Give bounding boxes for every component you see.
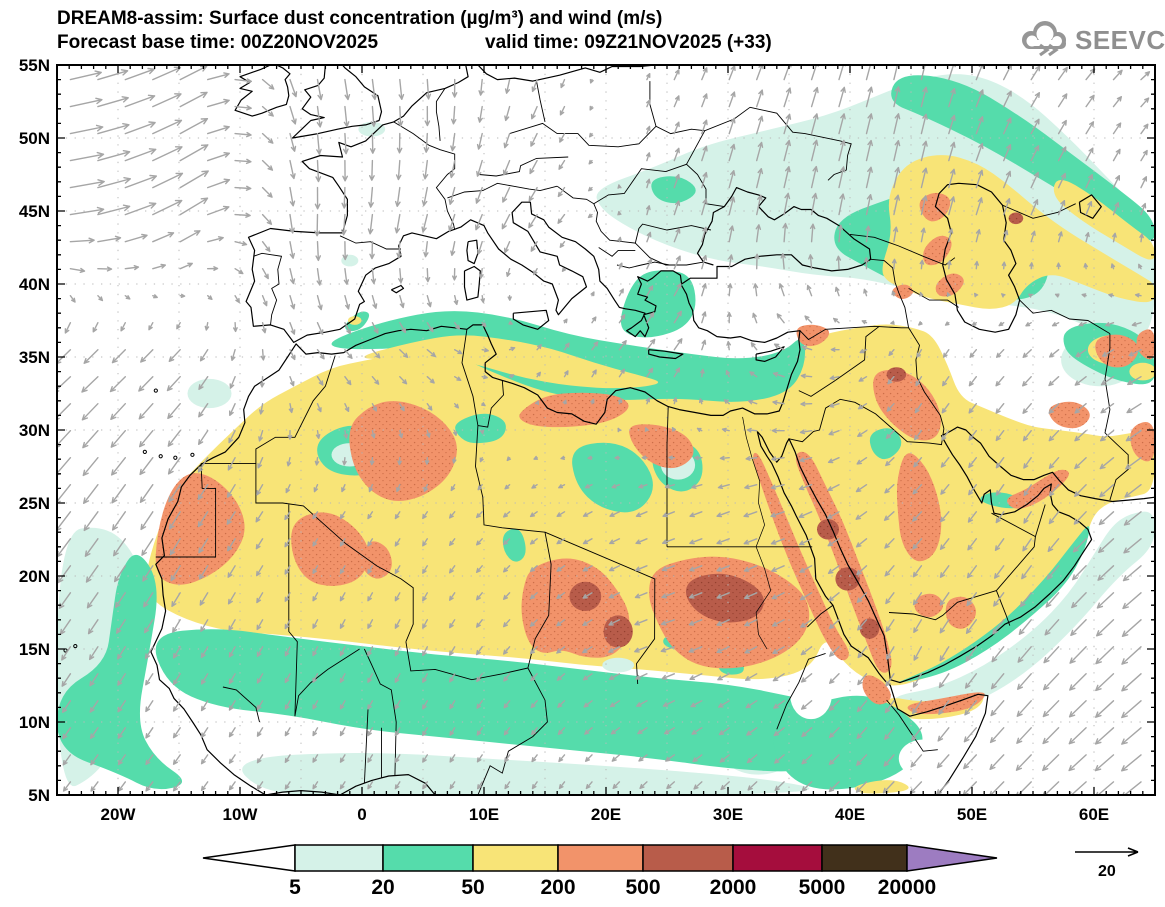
dust-region-200-500 [1007, 469, 1069, 509]
colorbar-under-arrow [202, 844, 296, 872]
dust-region-20-50 [155, 629, 884, 772]
lat-label-45N: 45N [19, 202, 50, 221]
lat-label-35N: 35N [19, 348, 50, 367]
reference-arrow-value: 20 [1098, 863, 1116, 880]
colorbar-segment [732, 844, 823, 872]
dust-region-200-500 [796, 324, 830, 347]
dust-region-50-200 [854, 780, 909, 794]
colorbar-segment [821, 844, 908, 872]
dust-region-20-50 [572, 442, 653, 513]
lat-label-25N: 25N [19, 494, 50, 513]
lat-label-50N: 50N [19, 129, 50, 148]
title-line2-valid-time: valid time: 09Z21NOV2025 (+33) [485, 32, 772, 53]
dust-region-200-500 [349, 401, 457, 501]
dust-region-200-500 [892, 284, 913, 299]
dust-region-200-500 [1095, 334, 1139, 368]
dust-region-500-2000 [859, 618, 880, 639]
colorbar-segment [294, 844, 384, 872]
colorbar-segment [472, 844, 559, 872]
lat-label-15N: 15N [19, 640, 50, 659]
dust-region-clear [790, 672, 832, 720]
lon-label-60E: 60E [1079, 805, 1109, 824]
wind-reference-legend: 20 [1075, 847, 1139, 880]
dust-region-5-20 [242, 753, 810, 795]
lon-label-40E: 40E [835, 805, 865, 824]
lat-label-55N: 55N [19, 56, 50, 75]
dust-region-clear [898, 739, 948, 778]
lon-label-50E: 50E [957, 805, 987, 824]
dust-region-50-200 [364, 335, 659, 389]
lat-label-5N: 5N [28, 786, 50, 805]
colorbar-tick-2000: 2000 [710, 876, 757, 899]
colorbar-over-arrow [906, 844, 998, 872]
dust-region-200-500 [291, 512, 369, 586]
lon-label-10W: 10W [223, 805, 259, 824]
dust-region-200-500 [519, 392, 629, 428]
dust-region-5-20 [187, 378, 232, 409]
dust-region-50-200 [1053, 179, 1155, 260]
dust-region-20-50 [455, 413, 506, 444]
dust-region-50-200 [882, 155, 1155, 309]
colorbar-tick-5: 5 [289, 876, 301, 899]
colorbar-tick-5000: 5000 [799, 876, 846, 899]
title-line2-base-time: Forecast base time: 00Z20NOV2025 [57, 32, 378, 53]
colorbar-segment [382, 844, 474, 872]
seevccc-logo: SEEVCCC [1022, 21, 1165, 57]
dust-region-200-500 [923, 235, 952, 266]
lon-label-30E: 30E [713, 805, 743, 824]
dust-region-200-500 [795, 451, 892, 673]
colorbar-segment [642, 844, 734, 872]
colorbar-tick-200: 200 [540, 876, 575, 899]
title-line1: DREAM8-assim: Surface dust concentration… [57, 8, 662, 29]
reference-arrow-icon [1075, 847, 1139, 857]
dust-region-200-500 [862, 675, 891, 705]
dust-region-5-20 [602, 657, 635, 673]
dust-region-clear [725, 282, 804, 324]
dust-region-20-50 [57, 554, 183, 790]
dust-region-20-50 [869, 428, 902, 460]
lon-label-0: 0 [357, 805, 366, 824]
dust-region-200-500 [753, 452, 849, 661]
colorbar-tick-20: 20 [371, 876, 394, 899]
dust-region-200-500 [873, 369, 941, 441]
dust-region-20-50 [651, 176, 696, 204]
dust-region-200-500 [1136, 329, 1155, 360]
dust-region-500-2000 [835, 567, 860, 591]
lon-label-20W: 20W [101, 805, 137, 824]
colorbar-tick-20000: 20000 [878, 876, 936, 899]
logo-text: SEEVCCC [1075, 25, 1165, 55]
dust-region-200-500 [1130, 422, 1155, 462]
dust-region-50-200 [348, 316, 362, 325]
lat-label-20N: 20N [19, 567, 50, 586]
wind-arrows [57, 65, 1151, 795]
dust-region-200-500 [896, 453, 942, 562]
dust-region-5-20 [892, 511, 1155, 717]
dust-region-200-500 [914, 593, 944, 618]
lat-label-30N: 30N [19, 421, 50, 440]
dust-region-500-2000 [886, 367, 907, 382]
dust-region-500-2000 [685, 573, 765, 623]
colorbar-segment [557, 844, 644, 872]
dust-region-20-50 [620, 270, 696, 338]
colorbar-tick-50: 50 [461, 876, 484, 899]
dust-region-20-50 [502, 528, 526, 562]
dust-region-200-500 [521, 558, 630, 658]
dust-region-500-2000 [817, 519, 839, 540]
dust-region-50-200 [1129, 362, 1155, 381]
dust-region-500-2000 [1008, 212, 1024, 225]
coastlines-and-borders [63, 65, 1155, 795]
lat-label-40N: 40N [19, 275, 50, 294]
colorbar-tick-500: 500 [625, 876, 660, 899]
lat-label-10N: 10N [19, 713, 50, 732]
lon-label-10E: 10E [469, 805, 499, 824]
cloud-icon [1022, 21, 1066, 57]
map-frame-and-ticks [56, 64, 1156, 796]
lon-label-20E: 20E [591, 805, 621, 824]
colorbar-legend: 5 20 50 200 500 2000 5000 20000 [202, 844, 998, 899]
axis-labels: 55N 50N 45N 40N 35N 30N 25N 20N 15N 10N 5N 20W 10W 0 1… [19, 56, 1109, 824]
